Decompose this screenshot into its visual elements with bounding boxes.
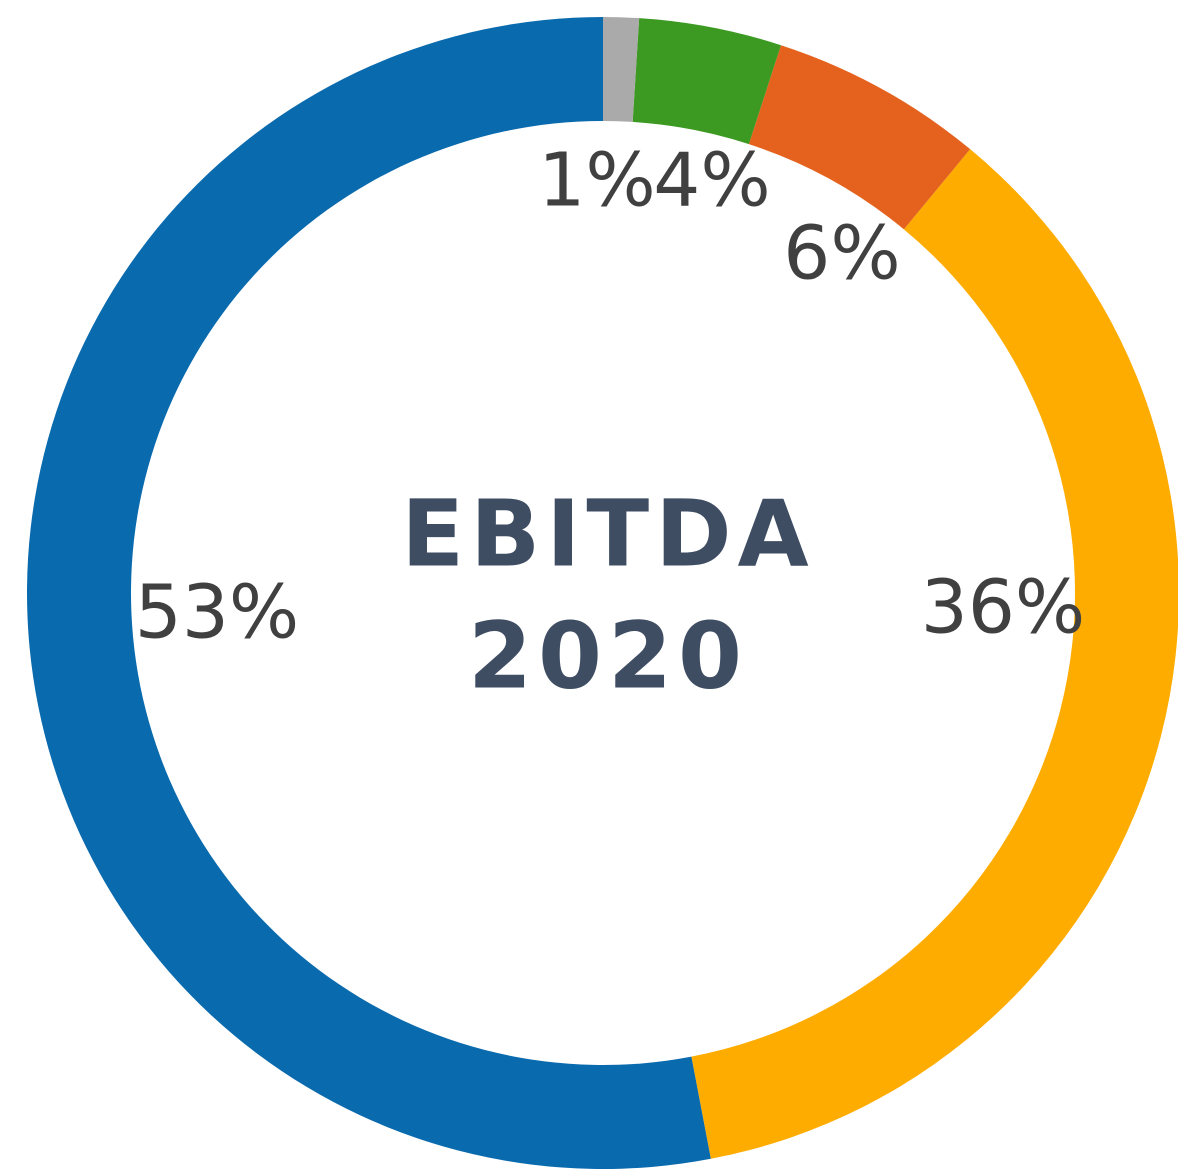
value-label: 4% <box>653 138 770 224</box>
segment <box>603 17 640 122</box>
center-year: 2020 <box>468 602 748 709</box>
segment <box>632 18 781 145</box>
value-label: 1% <box>538 138 655 224</box>
segment <box>691 149 1178 1159</box>
value-label: 6% <box>783 211 900 297</box>
value-label: 53% <box>135 570 299 656</box>
segment <box>27 17 711 1169</box>
segment <box>748 45 971 230</box>
value-label: 36% <box>921 565 1085 651</box>
center-title: EBITDA <box>401 480 815 587</box>
